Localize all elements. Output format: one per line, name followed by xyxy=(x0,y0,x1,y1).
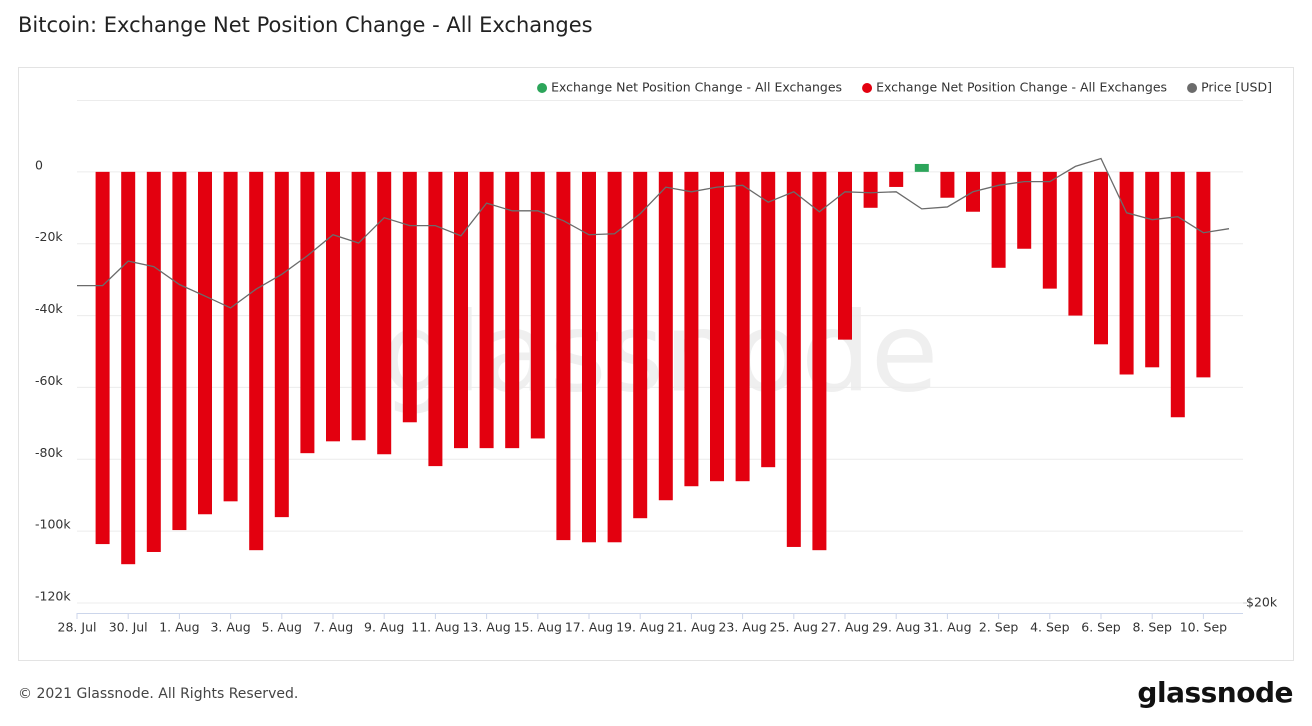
x-tick-label: 2. Sep xyxy=(979,620,1019,635)
bar xyxy=(402,171,417,423)
bar xyxy=(249,171,264,551)
bar xyxy=(889,171,904,187)
x-tick-label: 11. Aug xyxy=(411,620,459,635)
y-tick-label: -100k xyxy=(35,517,71,532)
x-tick-label: 4. Sep xyxy=(1030,620,1070,635)
bar xyxy=(684,171,699,487)
x-tick-label: 13. Aug xyxy=(462,620,510,635)
x-tick-label: 19. Aug xyxy=(616,620,664,635)
bar xyxy=(863,171,878,208)
bar xyxy=(146,171,161,552)
bar xyxy=(172,171,187,531)
bar xyxy=(377,171,392,455)
bar xyxy=(1068,171,1083,316)
y2-tick-label: $20k xyxy=(1246,595,1278,610)
bar xyxy=(198,171,212,515)
x-tick-label: 30. Jul xyxy=(109,620,148,635)
bar xyxy=(710,171,724,482)
bar xyxy=(607,171,622,543)
bar xyxy=(479,171,494,449)
bar xyxy=(556,171,571,541)
bar xyxy=(914,163,929,172)
x-tick-label: 31. Aug xyxy=(923,620,971,635)
bar xyxy=(1017,171,1032,249)
legend-swatch xyxy=(1187,83,1198,93)
legend-label: Price [USD] xyxy=(1201,80,1272,95)
footer: © 2021 Glassnode. All Rights Reserved. xyxy=(18,686,298,702)
bar xyxy=(274,171,289,518)
bar xyxy=(991,171,1006,268)
legend-swatch xyxy=(862,83,873,93)
x-tick-label: 1. Aug xyxy=(159,620,199,635)
bar xyxy=(1094,171,1108,345)
x-tick-label: 28. Jul xyxy=(58,620,97,635)
bar xyxy=(582,171,596,543)
bar xyxy=(428,171,443,467)
bar xyxy=(735,171,750,482)
x-tick-label: 9. Aug xyxy=(364,620,404,635)
chart-title: Bitcoin: Exchange Net Position Change - … xyxy=(18,13,593,37)
x-tick-label: 8. Sep xyxy=(1132,620,1172,635)
x-tick-label: 21. Aug xyxy=(667,620,715,635)
y-tick-label: 0 xyxy=(35,157,43,172)
bar xyxy=(838,171,852,340)
bar xyxy=(505,171,520,449)
x-tick-label: 6. Sep xyxy=(1081,620,1121,635)
x-tick-label: 10. Sep xyxy=(1180,620,1227,635)
bar xyxy=(351,171,366,441)
x-tick-label: 25. Aug xyxy=(770,620,818,635)
x-tick-label: 29. Aug xyxy=(872,620,920,635)
legend-swatch xyxy=(537,83,548,93)
x-tick-label: 27. Aug xyxy=(821,620,869,635)
x-tick-label: 3. Aug xyxy=(210,620,250,635)
bar xyxy=(326,171,340,442)
bar xyxy=(95,171,110,545)
y-tick-label: -40k xyxy=(35,301,63,316)
y-tick-label: -60k xyxy=(35,373,63,388)
bar xyxy=(223,171,238,502)
x-tick-label: 17. Aug xyxy=(565,620,613,635)
bar xyxy=(940,171,955,198)
bar xyxy=(530,171,545,439)
bar xyxy=(761,171,776,468)
bar xyxy=(1119,171,1134,375)
bar xyxy=(1196,171,1211,378)
chart-frame xyxy=(18,67,1294,661)
x-tick-label: 7. Aug xyxy=(313,620,353,635)
bar xyxy=(658,171,673,501)
bar xyxy=(786,171,801,547)
y-tick-label: -120k xyxy=(35,589,71,604)
bar xyxy=(121,171,136,565)
legend-label: Exchange Net Position Change - All Excha… xyxy=(876,80,1167,95)
bar xyxy=(812,171,827,551)
y-tick-label: -80k xyxy=(35,445,63,460)
x-tick-label: 23. Aug xyxy=(718,620,766,635)
bar xyxy=(1170,171,1185,418)
legend-label: Exchange Net Position Change - All Excha… xyxy=(551,80,842,95)
bar xyxy=(300,171,315,454)
x-tick-label: 5. Aug xyxy=(262,620,302,635)
price-line xyxy=(77,157,1230,309)
x-tick-label: 15. Aug xyxy=(514,620,562,635)
bar xyxy=(1042,171,1057,289)
bar xyxy=(454,171,468,449)
y-tick-label: -20k xyxy=(35,229,63,244)
bar xyxy=(1145,171,1160,368)
logo: glassnode xyxy=(1137,676,1293,709)
bar xyxy=(633,171,648,519)
